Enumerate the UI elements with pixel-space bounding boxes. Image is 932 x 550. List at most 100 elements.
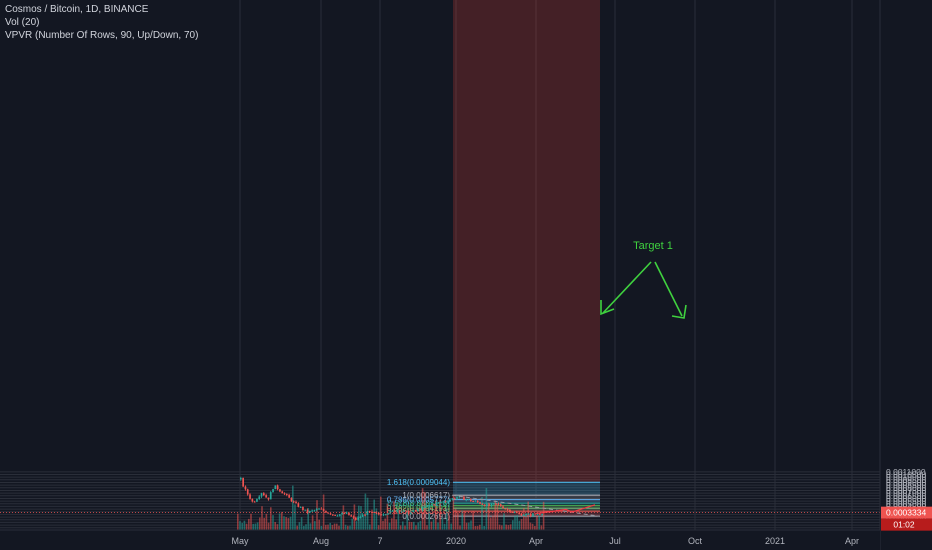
- volume-bar: [285, 517, 287, 530]
- volume-bar: [454, 508, 457, 530]
- volume-bar: [377, 525, 380, 530]
- volume-bar: [342, 505, 345, 530]
- volume-bar: [347, 525, 349, 530]
- projection-path: [535, 504, 596, 515]
- volume-bar: [274, 522, 276, 530]
- candle-body: [318, 508, 320, 510]
- candle-body: [240, 478, 242, 480]
- last-price-tag: [881, 506, 932, 519]
- volume-bar: [382, 520, 384, 530]
- volume-bar: [476, 525, 479, 530]
- volume-bar: [426, 525, 428, 530]
- candle-body: [476, 500, 479, 503]
- last-price-label: 0.0003334: [886, 508, 926, 518]
- volume-bar: [373, 499, 375, 530]
- price-tick-label: 0.0008500: [886, 480, 926, 490]
- price-tick-label: 0.0007500: [886, 485, 926, 495]
- candle-body: [279, 489, 281, 492]
- volume-bar: [520, 518, 523, 530]
- volume-bar: [487, 502, 490, 530]
- volume-bar: [494, 500, 496, 530]
- volume-bar: [430, 521, 433, 530]
- candle-body: [387, 513, 389, 515]
- candle-body: [380, 514, 382, 516]
- fib-zone: [453, 495, 600, 500]
- candle-body: [396, 510, 399, 512]
- volume-bar: [375, 508, 378, 530]
- candle-body: [384, 514, 387, 516]
- volume-bar: [505, 524, 507, 530]
- volume-bar: [287, 518, 290, 530]
- candle-body: [378, 512, 380, 515]
- candle-body: [306, 509, 309, 513]
- candle-body: [299, 506, 302, 508]
- volume-bar: [448, 515, 450, 530]
- candle-body: [437, 502, 440, 504]
- fib-zone: [453, 511, 600, 517]
- volume-bar: [256, 522, 259, 530]
- fib-zone: [453, 508, 600, 512]
- volume-bar: [481, 497, 483, 530]
- candle-body: [398, 510, 401, 512]
- candle-body: [449, 499, 451, 502]
- time-tick-label: Oct: [688, 536, 703, 546]
- candle-body: [456, 497, 458, 499]
- volume-bar: [241, 522, 243, 530]
- volume-bar: [265, 513, 268, 530]
- candle-body: [256, 499, 258, 502]
- symbol-legend[interactable]: Cosmos / Bitcoin, 1D, BINANCE: [5, 4, 149, 15]
- fib-zone: [453, 482, 600, 496]
- candle-body: [373, 511, 376, 513]
- candle-body: [336, 515, 339, 517]
- candle-body: [442, 501, 445, 503]
- candle-body: [430, 504, 433, 506]
- time-tick-label: Apr: [529, 536, 543, 546]
- candle-body: [529, 513, 532, 516]
- candle-body: [320, 508, 323, 510]
- candle-body: [352, 516, 355, 518]
- candle-body: [497, 503, 500, 505]
- volume-bar: [514, 515, 516, 530]
- volume-bar: [498, 524, 501, 530]
- volume-bar: [245, 523, 248, 530]
- candle-body: [465, 499, 468, 501]
- target-label: Target 1: [633, 240, 673, 252]
- vpvr-legend[interactable]: VPVR (Number Of Rows, 90, Up/Down, 70): [5, 30, 199, 41]
- volume-bar: [318, 519, 320, 530]
- volume-bar: [437, 522, 439, 530]
- candle-body: [506, 509, 509, 511]
- volume-bar: [309, 523, 312, 530]
- volume-bar: [289, 516, 292, 530]
- candle-body: [463, 496, 465, 500]
- candle-body: [292, 501, 295, 503]
- volume-bar: [406, 510, 408, 530]
- candle-body: [267, 497, 270, 500]
- candle-body: [527, 513, 530, 515]
- volume-bar: [336, 523, 338, 530]
- candle-body: [453, 498, 456, 500]
- volume-bar: [237, 513, 239, 530]
- time-tick-label: May: [231, 536, 249, 546]
- volume-bar: [298, 522, 301, 530]
- volume-bar: [417, 522, 419, 530]
- candle-body: [509, 509, 511, 512]
- candle-body: [313, 510, 316, 512]
- volume-bar: [496, 504, 499, 530]
- candle-body: [355, 517, 357, 520]
- candle-body: [269, 492, 272, 500]
- volume-bar: [276, 524, 279, 530]
- volume-bar: [463, 511, 466, 530]
- candle-body: [366, 511, 369, 515]
- candle-body: [440, 502, 442, 504]
- time-tick-label: 2021: [765, 536, 785, 546]
- volume-bar: [294, 504, 296, 530]
- candle-body: [447, 501, 449, 503]
- volume-bar: [281, 512, 283, 530]
- candle-body: [490, 503, 493, 506]
- candle-body: [265, 495, 267, 498]
- candle-body: [417, 509, 419, 511]
- volume-bar: [355, 521, 358, 530]
- volume-legend[interactable]: Vol (20): [5, 17, 40, 28]
- volume-bar: [441, 517, 444, 530]
